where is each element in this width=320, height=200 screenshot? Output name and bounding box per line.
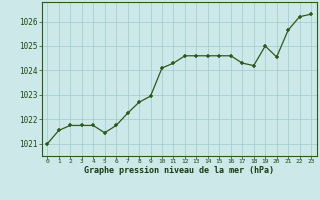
X-axis label: Graphe pression niveau de la mer (hPa): Graphe pression niveau de la mer (hPa): [84, 166, 274, 175]
